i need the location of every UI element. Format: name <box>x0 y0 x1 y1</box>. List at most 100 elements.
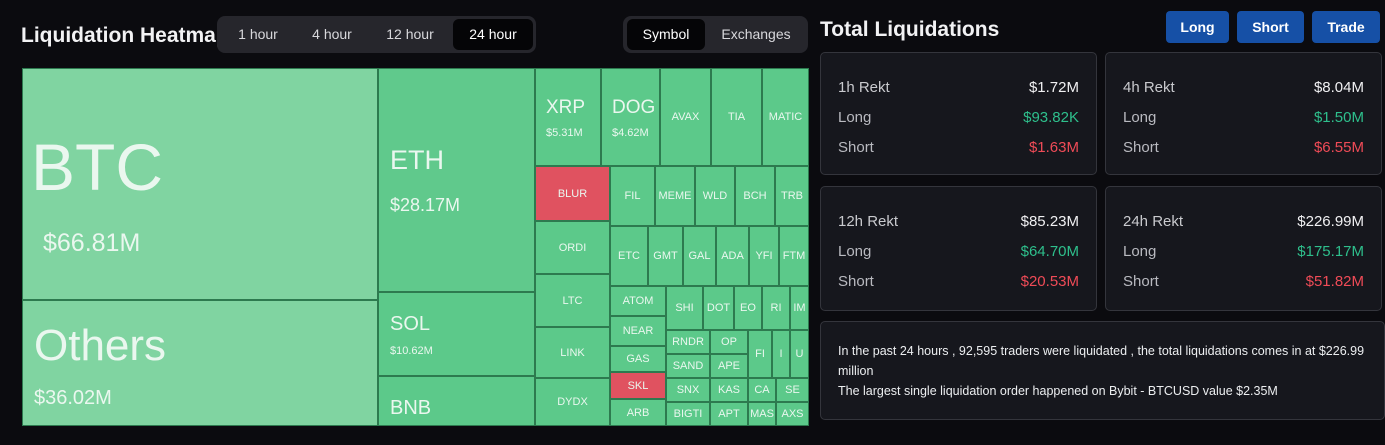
heatmap-tile-skl[interactable]: SKL <box>610 372 666 399</box>
heatmap-tile-eo[interactable]: EO <box>734 286 762 330</box>
tile-symbol: LTC <box>562 295 583 307</box>
tile-symbol: ADA <box>721 250 744 262</box>
tile-symbol: AVAX <box>671 111 700 123</box>
tab-1-hour[interactable]: 1 hour <box>238 26 278 42</box>
heatmap-tile-trb[interactable]: TRB <box>775 166 809 226</box>
heatmap-tile-bch[interactable]: BCH <box>735 166 775 226</box>
heatmap-tile-rndr[interactable]: RNDR <box>666 330 710 354</box>
tab-symbol[interactable]: Symbol <box>627 19 705 50</box>
tile-symbol: SE <box>785 384 800 396</box>
heatmap-tile-atom[interactable]: ATOM <box>610 286 666 316</box>
tile-symbol: APE <box>717 360 740 372</box>
long-label: Long <box>838 243 872 260</box>
card-total: $85.23M <box>1020 213 1079 230</box>
card-total: $226.99M <box>1297 213 1364 230</box>
short-value: $6.55M <box>1313 139 1364 156</box>
heatmap-tile-ftm[interactable]: FTM <box>779 226 809 286</box>
tile-value: $66.81M <box>43 229 141 257</box>
long-label: Long <box>838 109 872 126</box>
heatmap-tile-ca[interactable]: CA <box>748 378 776 402</box>
tile-symbol: GMT <box>653 250 678 262</box>
short-button[interactable]: Short <box>1237 11 1304 43</box>
heatmap-tile-eth[interactable]: ETH $28.17M <box>378 68 535 292</box>
heatmap-tile-mas[interactable]: MAS <box>748 402 776 426</box>
heatmap-tile-matic[interactable]: MATIC <box>762 68 809 166</box>
heatmap-tile-blur[interactable]: BLUR <box>535 166 610 221</box>
heatmap-tile-shi[interactable]: SHI <box>666 286 703 330</box>
tab-4-hour[interactable]: 4 hour <box>312 26 352 42</box>
rekt-card-24h: 24h Rekt $226.99M Long $175.17M Short $51.8… <box>1105 186 1382 311</box>
short-label: Short <box>838 139 874 156</box>
tab-12-hour[interactable]: 12 hour <box>386 26 434 42</box>
heatmap-tile-i[interactable]: I <box>772 330 790 378</box>
heatmap-tile-gmt[interactable]: GMT <box>648 226 683 286</box>
tab-exchanges[interactable]: Exchanges <box>721 26 791 42</box>
tab-24-hour[interactable]: 24 hour <box>453 19 533 50</box>
tile-symbol: MEME <box>658 190 692 202</box>
short-label: Short <box>838 273 874 290</box>
tile-symbol: RI <box>770 302 782 314</box>
heatmap-tile-apt[interactable]: APT <box>710 402 748 426</box>
heatmap-tile-ri[interactable]: RI <box>762 286 790 330</box>
liquidation-heatmap: BTC $66.81M Others $36.02M ETH $28.17M SOL $10.… <box>22 68 809 426</box>
card-label: 1h Rekt <box>838 79 890 96</box>
heatmap-tile-tia[interactable]: TIA <box>711 68 762 166</box>
card-label: 4h Rekt <box>1123 79 1175 96</box>
heatmap-tile-meme[interactable]: MEME <box>655 166 695 226</box>
heatmap-tile-arb[interactable]: ARB <box>610 399 666 426</box>
tile-symbol: RNDR <box>672 336 704 348</box>
heatmap-tile-others[interactable]: Others $36.02M <box>22 300 378 426</box>
total-liquidations-title: Total Liquidations <box>820 18 1000 41</box>
heatmap-tile-wld[interactable]: WLD <box>695 166 735 226</box>
tile-symbol: BTC <box>31 130 163 204</box>
long-value: $175.17M <box>1297 243 1364 260</box>
heatmap-tile-axs[interactable]: AXS <box>776 402 809 426</box>
heatmap-tile-dot[interactable]: DOT <box>703 286 734 330</box>
heatmap-tile-sol[interactable]: SOL $10.62M <box>378 292 535 376</box>
heatmap-tile-btc[interactable]: BTC $66.81M <box>22 68 378 300</box>
heatmap-tile-snx[interactable]: SNX <box>666 378 710 402</box>
card-label: 12h Rekt <box>838 213 899 230</box>
heatmap-tile-etc[interactable]: ETC <box>610 226 648 286</box>
card-total: $8.04M <box>1313 79 1364 96</box>
heatmap-tile-ape[interactable]: APE <box>710 354 748 378</box>
heatmap-tile-fil[interactable]: FIL <box>610 166 655 226</box>
trade-button[interactable]: Trade <box>1312 11 1380 43</box>
short-value: $20.53M <box>1020 273 1079 290</box>
heatmap-tile-gal[interactable]: GAL <box>683 226 716 286</box>
tile-symbol: LINK <box>560 347 585 359</box>
heatmap-tile-dog[interactable]: DOG $4.62M <box>601 68 660 166</box>
heatmap-tile-bigti[interactable]: BIGTI <box>666 402 710 426</box>
tile-symbol: TRB <box>781 190 803 202</box>
heatmap-tile-u[interactable]: U <box>790 330 809 378</box>
tile-symbol: BNB <box>390 397 432 419</box>
rekt-card-12h: 12h Rekt $85.23M Long $64.70M Short $20.53M <box>820 186 1097 311</box>
long-button[interactable]: Long <box>1166 11 1229 43</box>
heatmap-tile-link[interactable]: LINK <box>535 327 610 378</box>
tile-symbol: I <box>779 348 783 360</box>
heatmap-tile-near[interactable]: NEAR <box>610 316 666 346</box>
summary-line-1: In the past 24 hours , 92,595 traders we… <box>838 344 1365 378</box>
heatmap-tile-ltc[interactable]: LTC <box>535 274 610 327</box>
heatmap-tile-kas[interactable]: KAS <box>710 378 748 402</box>
tile-symbol: Others <box>34 321 167 370</box>
heatmap-tile-op[interactable]: OP <box>710 330 748 354</box>
page-title: Liquidation Heatmap <box>21 24 229 47</box>
heatmap-tile-fi[interactable]: FI <box>748 330 772 378</box>
heatmap-tile-im[interactable]: IM <box>790 286 809 330</box>
summary-line-2: The largest single liquidation order hap… <box>838 384 1278 398</box>
short-value: $1.63M <box>1028 139 1079 156</box>
view-selector: Symbol Exchanges <box>623 16 808 53</box>
heatmap-tile-gas[interactable]: GAS <box>610 346 666 372</box>
heatmap-tile-xrp[interactable]: XRP $5.31M <box>535 68 601 166</box>
heatmap-tile-bnb[interactable]: BNB$6.21M <box>378 376 535 426</box>
heatmap-tile-avax[interactable]: AVAX <box>660 68 711 166</box>
tile-symbol: ETH <box>390 145 444 175</box>
heatmap-tile-yfi[interactable]: YFI <box>749 226 779 286</box>
heatmap-tile-sand[interactable]: SAND <box>666 354 710 378</box>
heatmap-tile-se[interactable]: SE <box>776 378 809 402</box>
tile-value: $28.17M <box>390 195 461 215</box>
heatmap-tile-ordi[interactable]: ORDI <box>535 221 610 274</box>
heatmap-tile-ada[interactable]: ADA <box>716 226 749 286</box>
heatmap-tile-dydx[interactable]: DYDX <box>535 378 610 426</box>
